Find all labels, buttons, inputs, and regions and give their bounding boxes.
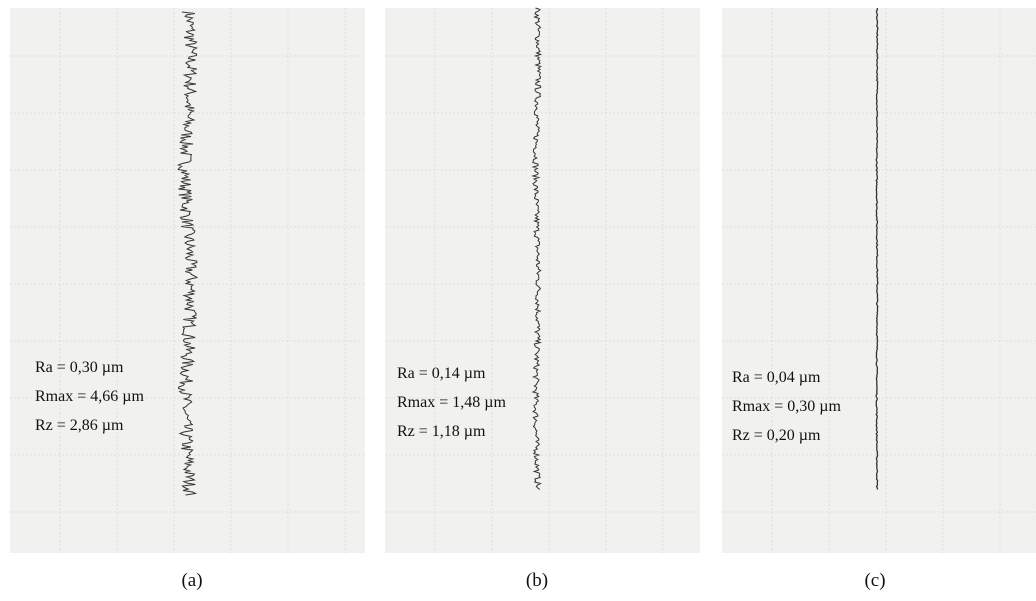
panel: Ra = 0,14 µm Rmax = 1,48 µm Rz = 1,18 µm (b… <box>385 8 700 591</box>
measurement: Rmax = 4,66 µm <box>35 388 144 405</box>
measurement: Ra = 0,30 µm <box>35 359 124 376</box>
measurement: Rz = 0,20 µm <box>732 427 821 444</box>
measurement: Ra = 0,14 µm <box>397 365 486 382</box>
paper <box>722 8 1036 553</box>
panel-label: (b) <box>526 570 548 591</box>
paper <box>385 8 700 553</box>
measurement: Ra = 0,04 µm <box>732 369 821 386</box>
panel: Ra = 0,30 µm Rmax = 4,66 µm Rz = 2,86 µm (a… <box>10 8 365 591</box>
measurement: Rz = 2,86 µm <box>35 417 124 434</box>
figure: Ra = 0,30 µm Rmax = 4,66 µm Rz = 2,86 µm (a… <box>0 0 1036 601</box>
panel-label: (a) <box>181 570 202 591</box>
panel: Ra = 0,04 µm Rmax = 0,30 µm Rz = 0,20 µm (c… <box>722 8 1036 591</box>
measurement: Rmax = 0,30 µm <box>732 398 841 415</box>
measurement: Rz = 1,18 µm <box>397 423 486 440</box>
measurement: Rmax = 1,48 µm <box>397 394 506 411</box>
panel-label: (c) <box>864 570 885 591</box>
